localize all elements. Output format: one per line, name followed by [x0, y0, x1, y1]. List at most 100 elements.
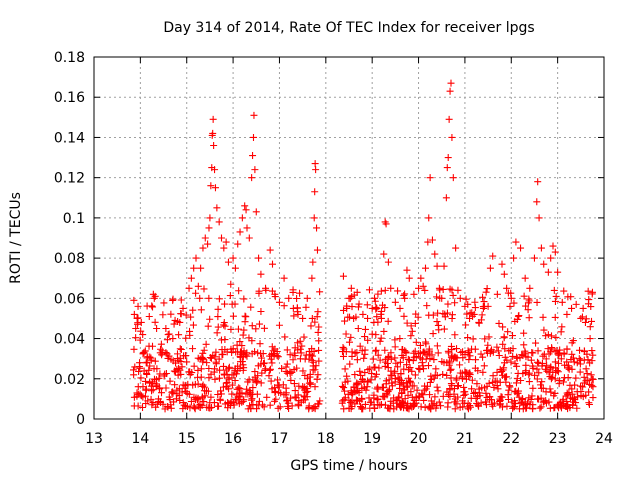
data-point	[268, 359, 276, 367]
data-point	[169, 335, 177, 343]
data-point	[314, 308, 322, 316]
data-point	[258, 354, 266, 362]
data-point	[585, 388, 593, 396]
data-point	[167, 310, 175, 318]
data-point	[488, 400, 496, 408]
data-point	[144, 353, 152, 361]
data-point	[291, 393, 299, 401]
data-point	[571, 381, 579, 389]
data-point	[460, 399, 468, 407]
data-point	[249, 401, 257, 409]
data-point	[396, 402, 404, 410]
data-point	[479, 368, 487, 376]
data-point	[453, 400, 461, 408]
data-point	[542, 365, 550, 373]
data-point	[551, 313, 559, 321]
data-point	[271, 290, 279, 298]
data-point	[504, 328, 512, 336]
data-point	[348, 348, 356, 356]
data-point	[363, 301, 371, 309]
data-point	[460, 383, 468, 391]
data-point	[387, 284, 395, 292]
data-point	[249, 133, 257, 141]
data-point	[315, 337, 323, 345]
data-point	[394, 363, 402, 371]
data-point	[563, 402, 571, 410]
data-point	[435, 398, 443, 406]
data-point	[466, 352, 474, 360]
data-point	[554, 368, 562, 376]
data-point	[459, 348, 467, 356]
data-point	[197, 264, 205, 272]
data-point	[182, 334, 190, 342]
data-point	[579, 304, 587, 312]
data-point	[516, 354, 524, 362]
data-point	[572, 399, 580, 407]
data-point	[548, 344, 556, 352]
data-point	[525, 378, 533, 386]
data-point	[535, 359, 543, 367]
data-point	[192, 254, 200, 262]
data-point	[358, 384, 366, 392]
data-point	[303, 294, 311, 302]
data-point	[311, 160, 319, 168]
data-point	[296, 289, 304, 297]
data-point	[268, 343, 276, 351]
data-point	[291, 349, 299, 357]
data-point	[263, 393, 271, 401]
data-point	[235, 287, 243, 295]
data-point	[397, 379, 405, 387]
data-point	[400, 312, 408, 320]
data-point	[582, 365, 590, 373]
data-point	[269, 260, 276, 268]
data-point	[421, 349, 429, 357]
data-point	[136, 336, 144, 344]
data-point	[354, 325, 362, 332]
data-point	[496, 398, 504, 406]
data-point	[176, 318, 184, 326]
data-point	[313, 313, 321, 321]
data-point	[291, 344, 299, 352]
data-point	[426, 174, 434, 182]
data-point	[352, 396, 360, 404]
data-point	[529, 384, 537, 392]
data-point	[206, 214, 214, 222]
data-point	[400, 404, 408, 412]
y-tick-label: 0	[76, 412, 85, 428]
data-point	[215, 355, 223, 363]
data-point	[586, 359, 594, 367]
data-point	[506, 302, 514, 310]
data-point	[372, 346, 380, 354]
data-point	[207, 370, 215, 378]
x-tick-label: 23	[549, 431, 567, 447]
data-point	[464, 347, 472, 355]
data-point	[473, 399, 481, 407]
data-point	[239, 331, 247, 339]
data-point	[535, 214, 543, 222]
data-point	[357, 371, 365, 379]
data-point	[507, 358, 515, 366]
data-point	[169, 296, 177, 304]
data-point	[251, 373, 259, 381]
data-point	[170, 367, 178, 375]
data-point	[207, 182, 215, 190]
data-point	[177, 310, 185, 318]
data-point	[564, 374, 572, 382]
data-point	[425, 311, 433, 319]
data-point	[216, 366, 224, 374]
data-point	[524, 353, 532, 361]
data-point	[184, 380, 192, 388]
data-point	[493, 377, 501, 385]
data-point	[445, 349, 453, 357]
data-point	[381, 286, 389, 294]
data-point	[272, 387, 280, 395]
data-point	[506, 383, 514, 391]
data-point	[275, 298, 283, 306]
data-point	[384, 258, 392, 266]
data-point	[589, 375, 597, 383]
data-point	[521, 400, 529, 408]
data-point	[146, 379, 154, 387]
y-tick-label: 0.14	[54, 130, 85, 146]
data-point	[405, 374, 413, 382]
data-point	[191, 405, 199, 413]
